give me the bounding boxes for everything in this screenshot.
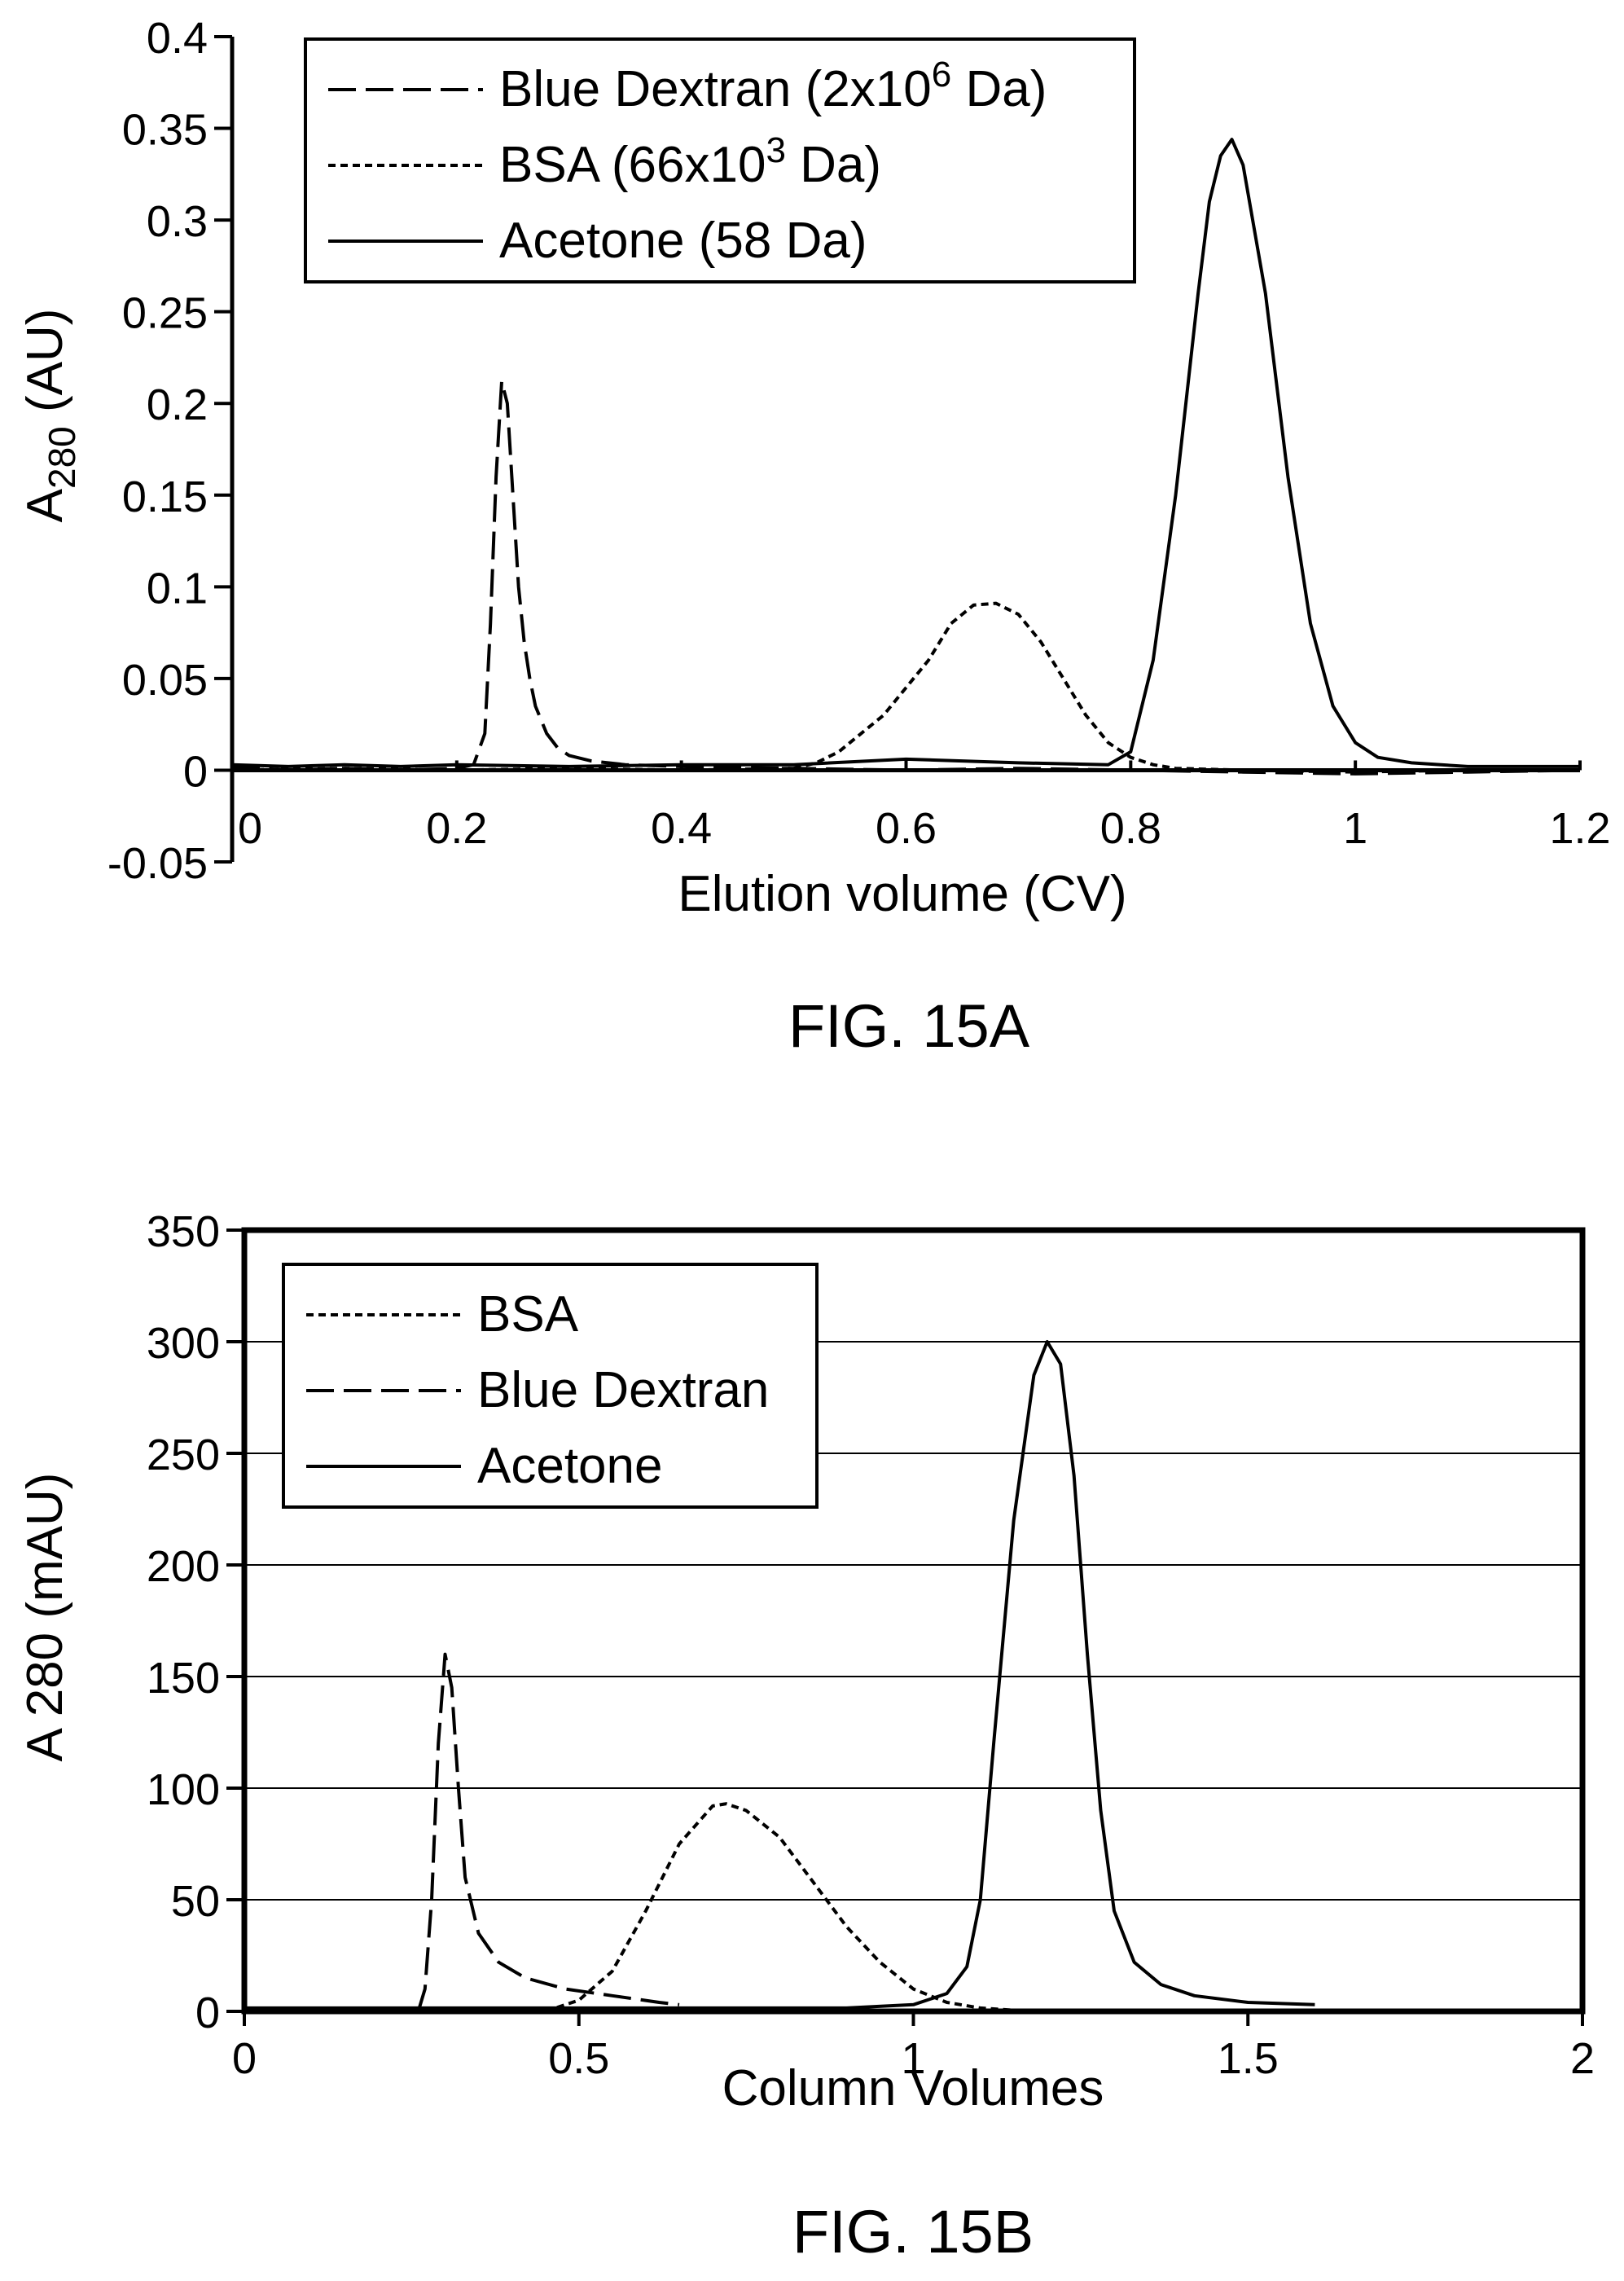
a-x-tick-label-2: 0.4 bbox=[651, 804, 712, 853]
a-series-line-solid bbox=[231, 138, 1580, 768]
a-legend-label-solid: Acetone (58 Da) bbox=[499, 213, 867, 269]
chart-15b: 350 300 250 200 150 100 50 00 0.5 1 1.5 2 BSA Blue D… bbox=[17, 1207, 1595, 2266]
chart-15b-x-axis-label: Column Volumes bbox=[722, 2060, 1104, 2116]
b-x-tick-label-3: 1.5 bbox=[1218, 2034, 1279, 2083]
a-series-line-dashed bbox=[231, 380, 1581, 776]
a-y-tick-label-7: 0.05 bbox=[122, 656, 208, 705]
a-legend-label-dotted: BSA (66x103 Da) bbox=[499, 130, 881, 193]
b-y-tick-label-2: 250 bbox=[147, 1431, 220, 1479]
a-y-tick-label-1: 0.35 bbox=[122, 106, 208, 155]
chart-15a-y-axis-label: A280 (AU) bbox=[17, 309, 83, 523]
b-x-tick-label-2: 1 bbox=[901, 2034, 925, 2083]
a-x-tick-label-1: 0.2 bbox=[426, 804, 487, 853]
b-legend-label-dotted: BSA bbox=[477, 1286, 579, 1343]
a-y-tick-label-4: 0.2 bbox=[147, 380, 208, 429]
a-series-line-dotted bbox=[231, 601, 1580, 774]
b-legend-label-dashed: Blue Dextran bbox=[477, 1362, 769, 1418]
a-y-tick-label-6: 0.1 bbox=[147, 564, 208, 613]
b-legend-label-solid: Acetone bbox=[477, 1438, 663, 1494]
chart-15a-caption: FIG. 15A bbox=[788, 992, 1030, 1060]
a-x-tick-label-5: 1 bbox=[1343, 804, 1367, 853]
b-y-tick-label-1: 300 bbox=[147, 1319, 220, 1368]
a-x-tick-label-4: 0.8 bbox=[1100, 804, 1161, 853]
a-y-tick-label-3: 0.25 bbox=[122, 289, 208, 338]
b-y-tick-label-5: 100 bbox=[147, 1765, 220, 1814]
chart-15a-legend: Blue Dextran (2x106 Da) BSA (66x103 Da) Ac… bbox=[304, 37, 1136, 283]
b-y-tick-label-3: 200 bbox=[147, 1542, 220, 1591]
chart-15a: 0.4 0.35 0.3 0.25 0.2 0.15 0.1 0.05 0 -0.05 0 0.2 0.… bbox=[17, 14, 1611, 1060]
b-y-tick-label-6: 50 bbox=[171, 1877, 220, 1926]
chart-15b-caption: FIG. 15B bbox=[792, 2198, 1034, 2266]
a-x-tick-label-3: 0.6 bbox=[876, 804, 937, 853]
b-x-tick-label-0: 0 bbox=[232, 2034, 257, 2083]
b-x-tick-label-1: 0.5 bbox=[548, 2034, 609, 2083]
chart-15a-plot-area: 0.4 0.35 0.3 0.25 0.2 0.15 0.1 0.05 0 -0.05 0 0.2 0.… bbox=[108, 14, 1611, 888]
chart-15b-y-axis-label: A 280 (mAU) bbox=[17, 1473, 73, 1762]
chart-15b-plot-area: 350 300 250 200 150 100 50 00 0.5 1 1.5 2 bbox=[147, 1207, 1595, 2083]
a-x-tick-label-6: 1.2 bbox=[1549, 804, 1610, 853]
b-series-line-dashed bbox=[416, 1652, 680, 2012]
b-y-tick-label-0: 350 bbox=[147, 1207, 220, 1256]
a-x-tick-label-0: 0 bbox=[238, 804, 262, 853]
a-y-tick-label-8: 0 bbox=[183, 747, 208, 796]
a-y-tick-label-9: -0.05 bbox=[108, 839, 208, 888]
b-series-line-solid bbox=[244, 1340, 1315, 2010]
a-y-tick-label-0: 0.4 bbox=[147, 14, 208, 63]
chart-15b-legend: BSA Blue Dextran Acetone bbox=[282, 1263, 819, 1509]
a-y-tick-label-5: 0.15 bbox=[122, 472, 208, 521]
b-x-tick-label-4: 2 bbox=[1570, 2034, 1595, 2083]
a-legend-label-dashed: Blue Dextran (2x106 Da) bbox=[499, 55, 1047, 117]
b-y-tick-label-7: 0 bbox=[195, 1989, 220, 2037]
chart-15a-x-axis-label: Elution volume (CV) bbox=[678, 866, 1126, 922]
a-y-tick-label-2: 0.3 bbox=[147, 197, 208, 246]
b-y-tick-label-4: 150 bbox=[147, 1654, 220, 1703]
b-series-line-dotted bbox=[545, 1802, 1014, 2013]
